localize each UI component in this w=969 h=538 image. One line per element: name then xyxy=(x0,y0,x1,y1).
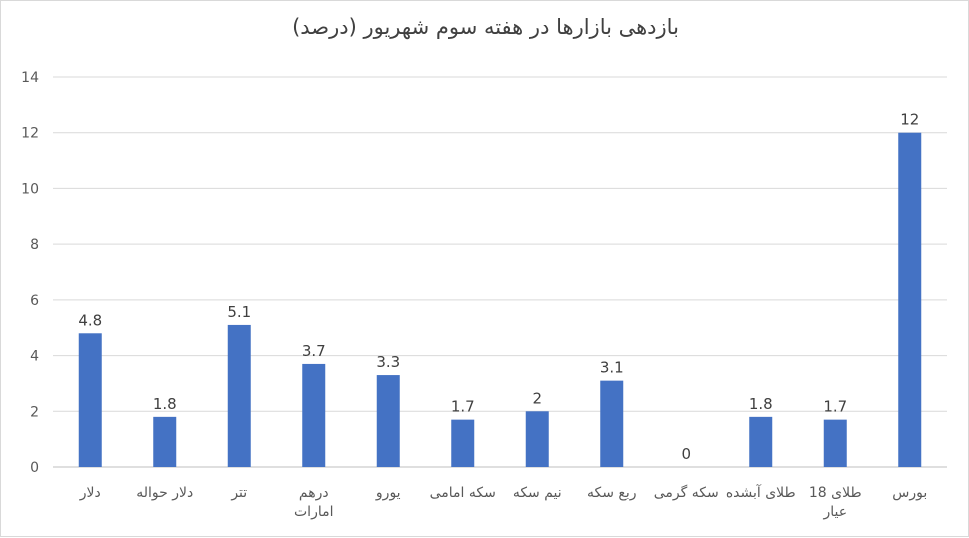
data-label: 12 xyxy=(900,111,919,129)
y-tick-label: 0 xyxy=(30,460,39,476)
y-tick-label: 14 xyxy=(21,70,39,86)
category-label: نیم سکه xyxy=(513,485,562,501)
data-label: 5.1 xyxy=(227,303,251,321)
bar xyxy=(451,419,475,467)
bar xyxy=(227,324,251,467)
data-label: 1.7 xyxy=(823,398,847,416)
bar xyxy=(525,411,549,467)
bar xyxy=(78,333,102,467)
bar xyxy=(898,132,922,467)
data-label: 1.8 xyxy=(749,395,773,413)
data-label: 3.7 xyxy=(302,342,326,360)
y-tick-label: 12 xyxy=(21,126,39,142)
category-label: ربع سکه xyxy=(587,485,637,501)
bar xyxy=(376,375,400,467)
category-label: طلای آبشده xyxy=(726,484,796,501)
bar xyxy=(302,363,326,467)
chart-title: بازدهی بازارها در هفته سوم شهریور (درصد) xyxy=(292,15,679,39)
data-label: 1.8 xyxy=(153,395,177,413)
y-tick-label: 6 xyxy=(30,293,39,309)
y-tick-label: 8 xyxy=(30,237,39,253)
y-tick-label: 2 xyxy=(30,404,39,420)
category-label: سکه گرمی xyxy=(654,484,719,501)
category-label: طلای 18 عیار xyxy=(809,485,862,520)
bar xyxy=(749,416,773,467)
category-label: تتر xyxy=(230,485,247,501)
category-label: دلار xyxy=(79,485,101,501)
y-tick-label: 10 xyxy=(21,181,39,197)
data-label: 1.7 xyxy=(451,398,475,416)
data-label: 0 xyxy=(681,445,691,463)
data-label: 3.1 xyxy=(600,359,624,377)
y-tick-label: 4 xyxy=(30,349,39,365)
category-label: یورو xyxy=(375,485,401,501)
data-label: 4.8 xyxy=(78,311,102,329)
bar xyxy=(823,419,847,467)
category-label: سکه امامی xyxy=(430,485,496,501)
category-label: درهم امارات xyxy=(294,485,333,520)
category-label: بورس xyxy=(892,485,927,501)
data-label: 3.3 xyxy=(376,353,400,371)
bar xyxy=(153,416,177,467)
bar xyxy=(600,380,624,467)
data-label: 2 xyxy=(532,389,542,407)
category-label: دلار حواله xyxy=(136,485,193,501)
